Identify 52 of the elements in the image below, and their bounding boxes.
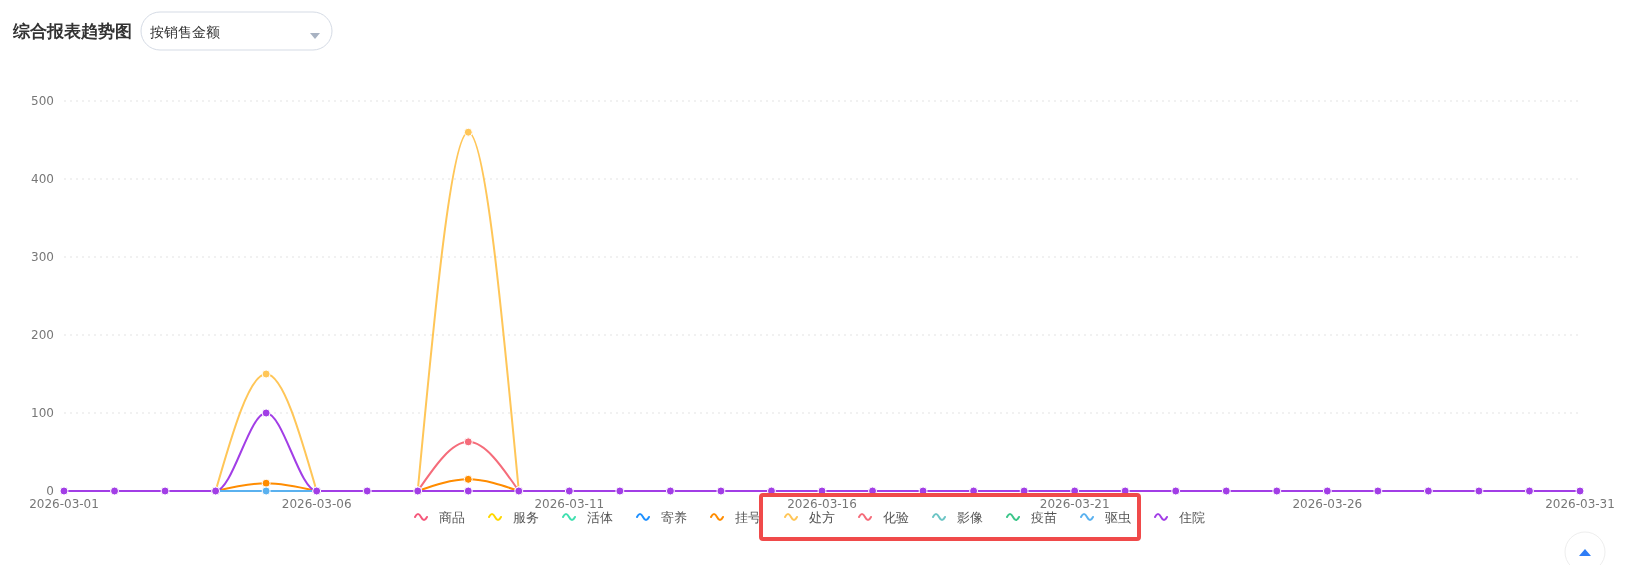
point [463,127,473,137]
point [564,486,574,496]
point [1171,486,1181,496]
legend-label: 活体 [587,510,613,525]
legend-label: 化验 [883,510,909,525]
point [110,486,120,496]
legend-label: 挂号 [735,510,761,525]
point [261,486,271,496]
point [261,369,271,379]
point [261,408,271,418]
legend-label: 寄养 [661,510,687,525]
legend-label: 疫苗 [1031,510,1057,525]
x-tick-label: 2026-03-21 [1039,497,1110,511]
point [1221,486,1231,496]
legend-label: 驱虫 [1105,510,1131,525]
legend-label: 处方 [809,510,835,525]
x-tick-label: 2026-03-31 [1545,497,1615,511]
chart-subtitle: 按销售金额 [150,24,220,40]
point [716,486,726,496]
y-tick-label: 0 [46,484,54,498]
point [463,486,473,496]
y-tick-label: 400 [31,172,54,186]
point [1474,486,1484,496]
point [1373,486,1383,496]
point [59,486,69,496]
y-tick-label: 200 [31,328,54,342]
legend-label: 商品 [439,510,465,525]
legend-label: 住院 [1178,510,1205,525]
point [665,486,675,496]
point [160,486,170,496]
y-tick-label: 500 [31,94,54,108]
x-tick-label: 2026-03-11 [534,497,605,511]
point [1272,486,1282,496]
point [1423,486,1433,496]
point [1322,486,1332,496]
point [1575,486,1585,496]
x-tick-label: 2026-03-16 [787,497,857,511]
point [463,474,473,484]
x-tick-label: 2026-03-01 [29,497,99,511]
y-tick-label: 100 [31,406,54,420]
x-tick-label: 2026-03-06 [281,497,352,511]
chart-title: 综合报表趋势图 [12,21,132,41]
legend-label: 影像 [957,510,983,525]
x-tick-label: 2026-03-26 [1292,497,1363,511]
point [463,437,473,447]
point [1524,486,1534,496]
dropdown-select: 按销售金额 [140,11,333,51]
point [362,486,372,496]
point [615,486,625,496]
point [261,478,271,488]
legend-label: 服务 [513,510,539,525]
y-tick-label: 300 [31,250,54,264]
